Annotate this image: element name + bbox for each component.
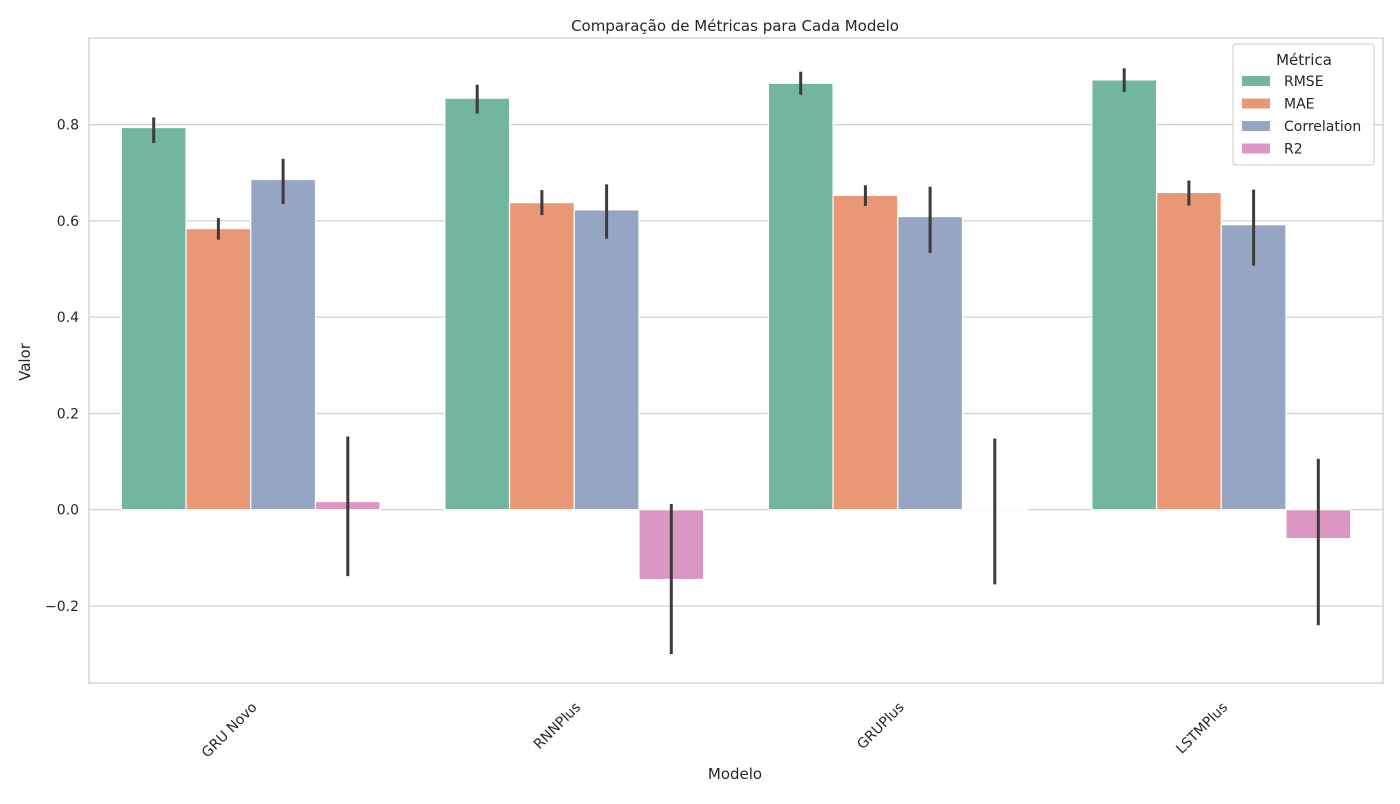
legend-label-r2: R2	[1284, 142, 1303, 158]
y-tick-label: 0.4	[57, 310, 79, 326]
legend-swatch-rmse	[1242, 76, 1270, 86]
y-tick-label: −0.2	[45, 599, 79, 615]
y-tick-label: 0.0	[57, 503, 79, 519]
chart-title: Comparação de Métricas para Cada Modelo	[571, 17, 899, 35]
y-tick-label: 0.8	[57, 118, 79, 134]
y-tick-label: 0.2	[57, 406, 79, 422]
legend: Métrica RMSE MAE Correlation R2	[1232, 43, 1375, 166]
bar-mae-1	[508, 202, 575, 511]
bars	[120, 79, 1352, 581]
legend-swatch-correlation	[1242, 121, 1270, 131]
error-bars	[152, 68, 1320, 655]
legend-items: RMSE MAE Correlation R2	[1242, 74, 1361, 158]
y-tick-label: 0.6	[57, 214, 79, 230]
bar-mae-3	[1155, 191, 1222, 511]
y-axis-label: Valor	[16, 342, 34, 381]
bar-rmse-0	[120, 126, 187, 511]
bar-rmse-1	[444, 97, 511, 511]
legend-label-correlation: Correlation	[1284, 119, 1361, 135]
y-tick-labels: −0.2 0.0 0.2 0.4 0.6 0.8	[45, 118, 79, 615]
legend-label-rmse: RMSE	[1284, 74, 1324, 90]
legend-title: Métrica	[1276, 51, 1332, 69]
bar-correlation-1	[573, 209, 640, 511]
x-axis-label: Modelo	[708, 765, 762, 783]
bar-correlation-3	[1220, 224, 1287, 511]
bar-correlation-0	[250, 178, 317, 511]
bar-correlation-2	[897, 215, 964, 511]
bar-mae-0	[185, 228, 252, 511]
legend-swatch-mae	[1242, 98, 1270, 109]
bar-rmse-2	[767, 82, 834, 511]
legend-box	[1232, 43, 1375, 166]
legend-label-mae: MAE	[1284, 97, 1315, 113]
plot-frame	[88, 37, 1384, 684]
legend-swatch-r2	[1242, 143, 1270, 154]
bar-rmse-3	[1091, 79, 1158, 511]
bar-mae-2	[832, 194, 899, 511]
